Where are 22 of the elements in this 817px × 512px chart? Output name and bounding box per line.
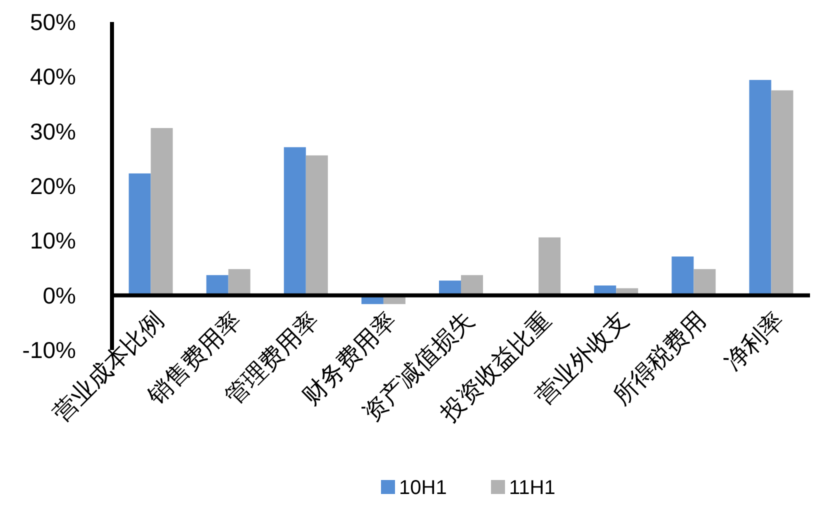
bar — [771, 90, 794, 296]
bar — [150, 128, 173, 296]
y-tick-label: 20% — [30, 173, 76, 199]
legend-label: 11H1 — [509, 477, 556, 499]
bar — [284, 147, 306, 296]
legend-label: 10H1 — [399, 477, 447, 499]
x-tick-label: 净利率 — [718, 306, 790, 376]
bar — [306, 155, 328, 296]
y-tick-label: -10% — [22, 337, 76, 363]
y-tick-label: 40% — [30, 64, 76, 90]
bar — [206, 275, 228, 296]
bar — [128, 173, 151, 296]
bar — [749, 80, 772, 296]
y-tick-label: 30% — [30, 118, 76, 144]
y-tick-label: 50% — [30, 9, 76, 35]
bar — [538, 237, 561, 296]
y-tick-label: 0% — [42, 282, 76, 308]
bar — [694, 269, 716, 296]
bar — [672, 256, 694, 296]
bar — [461, 275, 483, 296]
y-tick-label: 10% — [30, 228, 76, 254]
bar — [228, 269, 250, 296]
